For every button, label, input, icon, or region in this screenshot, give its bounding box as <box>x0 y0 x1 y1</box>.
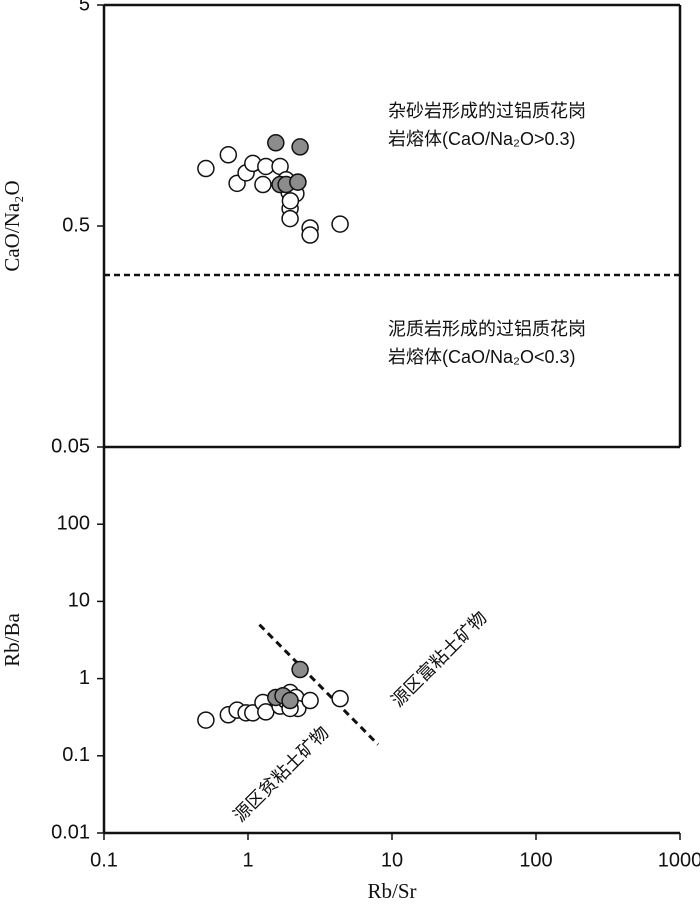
data-point <box>281 691 299 710</box>
x-tick-label: 0.1 <box>90 849 118 871</box>
y-tick-label: 100 <box>57 512 90 534</box>
data-point <box>281 209 299 228</box>
data-point <box>267 134 285 152</box>
annotation: 源区富粘土矿物 <box>387 607 490 710</box>
y-axis-label: Rb/Ba <box>0 612 24 666</box>
data-point <box>254 175 272 194</box>
annotation: 岩熔体(CaO/Na₂O>0.3) <box>388 129 576 149</box>
x-axis-label: Rb/Sr <box>367 879 416 903</box>
data-point <box>331 215 349 233</box>
annotation: 泥质岩形成的过铝质花岗 <box>388 319 586 339</box>
y-tick-label: 0.5 <box>62 214 90 236</box>
y-tick-label: 0.01 <box>51 821 90 843</box>
y-axis-label: CaO/Na₂O <box>0 180 24 271</box>
x-tick-label: 1000 <box>658 849 700 871</box>
annotation: 岩熔体(CaO/Na₂O<0.3) <box>388 347 576 367</box>
data-point <box>219 146 238 164</box>
data-point <box>331 689 349 708</box>
data-point <box>301 226 319 244</box>
x-tick-label: 10 <box>381 849 403 871</box>
x-tick-label: 100 <box>519 849 552 871</box>
annotation: 杂砂岩形成的过铝质花岗 <box>388 101 586 121</box>
x-tick-label: 1 <box>242 849 253 871</box>
data-point <box>291 138 309 156</box>
y-tick-label: 0.05 <box>51 435 90 457</box>
data-point <box>301 691 319 710</box>
y-tick-label: 1 <box>79 667 90 689</box>
y-tick-label: 5 <box>79 0 90 15</box>
divider-line <box>258 623 380 746</box>
y-tick-label: 10 <box>68 590 90 612</box>
data-point <box>291 660 309 679</box>
data-point <box>281 192 300 210</box>
annotation: 源区贫粘土矿物 <box>229 722 332 825</box>
data-point <box>197 711 215 729</box>
data-point <box>289 173 307 191</box>
y-tick-label: 0.1 <box>62 744 90 766</box>
data-point <box>197 159 215 178</box>
